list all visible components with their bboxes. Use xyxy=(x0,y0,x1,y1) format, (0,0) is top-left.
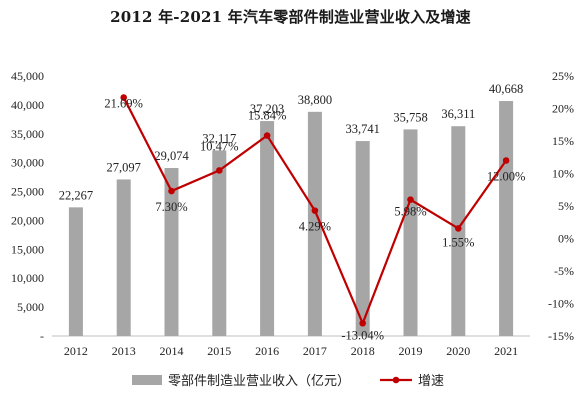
legend-line-marker xyxy=(392,376,400,384)
growth-value-label: 4.29% xyxy=(299,220,331,234)
left-axis-tick-label: 40,000 xyxy=(11,98,44,112)
axes-group: - 5,000 10,000 15,000 20,000 25,000 30,000 35,0… xyxy=(11,69,574,358)
growth-point xyxy=(455,225,462,232)
bar-value-label: 22,267 xyxy=(59,188,93,202)
growth-value-label: 1.55% xyxy=(442,235,474,249)
bar xyxy=(307,111,322,336)
growth-point xyxy=(311,207,319,214)
x-axis-tick-label: 2014 xyxy=(160,344,184,358)
x-axis-tick-label: 2015 xyxy=(207,344,231,358)
right-axis-tick-label: 20% xyxy=(552,102,574,116)
growth-point xyxy=(407,196,414,203)
bar-value-label: 37,203 xyxy=(250,102,284,116)
x-axis-tick-label: 2020 xyxy=(446,344,470,358)
right-axis-tick-label: 15% xyxy=(552,134,574,148)
legend-line-label: 增速 xyxy=(418,374,444,389)
bar-value-label: 32,117 xyxy=(202,131,236,145)
growth-point xyxy=(216,167,223,174)
growth-line-group xyxy=(120,94,510,327)
left-axis-tick-label: 25,000 xyxy=(11,185,44,199)
growth-point xyxy=(502,157,510,164)
bar-value-label: 29,074 xyxy=(154,149,189,163)
right-axis-tick-label: 25% xyxy=(552,69,574,83)
bar-value-label: 38,800 xyxy=(298,93,332,107)
right-axis-tick-label: -5% xyxy=(554,264,574,278)
bar xyxy=(212,150,227,336)
x-axis-tick-label: 2019 xyxy=(399,344,423,358)
right-axis-tick-label: 5% xyxy=(558,199,574,213)
bar-series-group xyxy=(68,101,514,337)
chart-title: 2012 年-2021 年汽车零部件制造业营业收入及增速 xyxy=(110,8,471,26)
left-axis-tick-label: 45,000 xyxy=(11,69,44,83)
growth-value-label: 15.84% xyxy=(248,109,287,123)
left-axis-tick-label: 35,000 xyxy=(11,127,44,141)
left-axis-tick-label: 30,000 xyxy=(11,156,44,170)
right-axis-tick-label: 10% xyxy=(552,167,574,181)
growth-value-label: 12.00% xyxy=(487,170,526,184)
legend-bar-label: 零部件制造业营业收入（亿元） xyxy=(168,374,350,389)
left-axis-tick-label: - xyxy=(40,329,44,343)
growth-value-label: 7.30% xyxy=(155,200,187,214)
x-axis-tick-label: 2018 xyxy=(351,344,375,358)
growth-point xyxy=(359,319,367,327)
bar xyxy=(355,141,370,336)
right-axis-tick-label: -10% xyxy=(548,297,574,311)
data-labels-group: 22,267 27,097 29,074 32,117 37,203 38,800 33,7… xyxy=(59,82,526,342)
x-axis-tick-label: 2012 xyxy=(64,344,88,358)
legend-bar-swatch xyxy=(132,375,162,385)
x-axis-tick-label: 2021 xyxy=(494,344,518,358)
growth-point xyxy=(263,132,271,139)
growth-point xyxy=(168,187,175,195)
left-axis-tick-label: 15,000 xyxy=(11,242,44,256)
right-axis-tick-label: 0% xyxy=(558,232,574,246)
left-axis-tick-label: 5,000 xyxy=(17,300,44,314)
x-axis-tick-label: 2016 xyxy=(255,344,279,358)
bar-value-label: 40,668 xyxy=(489,82,523,96)
bar-value-label: 36,311 xyxy=(441,107,475,121)
growth-value-label: 10.47% xyxy=(200,139,239,153)
bar xyxy=(68,207,83,336)
bar xyxy=(403,129,418,336)
legend: 零部件制造业营业收入（亿元） 增速 xyxy=(132,374,444,389)
bar xyxy=(499,101,514,337)
x-axis-tick-label: 2017 xyxy=(303,344,327,358)
bar xyxy=(260,121,275,336)
growth-value-label: -13.04% xyxy=(341,328,384,342)
bar-value-label: 35,758 xyxy=(393,110,427,124)
bar-value-label: 33,741 xyxy=(346,122,380,136)
left-axis-tick-label: 10,000 xyxy=(11,271,44,285)
bar xyxy=(116,179,131,336)
bar xyxy=(164,168,179,336)
right-axis-tick-label: -15% xyxy=(548,329,574,343)
bar-value-label: 27,097 xyxy=(107,160,141,174)
growth-value-label: 21.69% xyxy=(104,97,143,111)
growth-value-label: 5.98% xyxy=(394,205,426,219)
left-axis-tick-label: 20,000 xyxy=(11,213,44,227)
x-axis-tick-label: 2013 xyxy=(112,344,136,358)
growth-point xyxy=(120,94,127,101)
